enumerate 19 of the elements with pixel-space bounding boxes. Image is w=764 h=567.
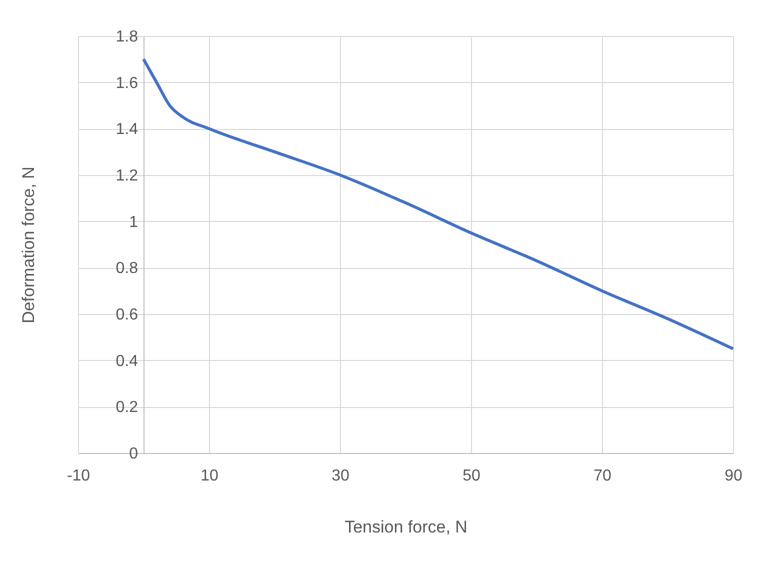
y-axis-title: Deformation force, N (18, 166, 38, 324)
y-tick-label: 1.4 (116, 121, 138, 138)
y-tick-label: 0 (129, 446, 138, 462)
y-tick-label: 1.6 (116, 74, 138, 92)
y-tick-label: 1 (129, 214, 138, 231)
y-tick-label: 0.4 (116, 352, 138, 370)
line-series (142, 58, 734, 350)
y-tick-label: 0.2 (116, 399, 138, 416)
x-axis-title: Tension force, N (344, 518, 468, 536)
x-tick-label: 70 (594, 468, 612, 484)
x-tick-label: 30 (332, 468, 350, 484)
y-tick-label: 0.6 (116, 306, 138, 324)
y-tick-label: 1.8 (116, 28, 138, 46)
x-tick-label: 10 (200, 468, 218, 484)
x-tick-label: -10 (66, 468, 90, 484)
x-tick-label: 90 (724, 468, 742, 484)
x-tick-label: 50 (462, 468, 480, 484)
y-tick-label: 1.2 (116, 168, 138, 184)
y-tick-label: 0.8 (116, 260, 138, 278)
